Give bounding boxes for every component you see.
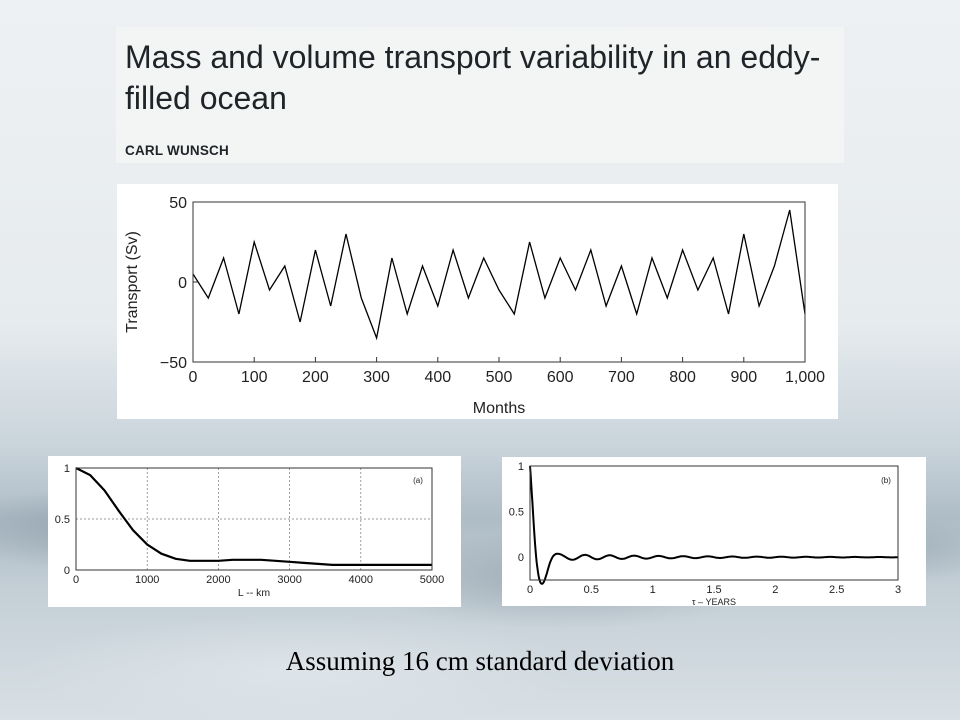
paper-title: Mass and volume transport variability in… xyxy=(125,39,821,116)
correlation-time-chart: 0 0.5 1 1.5 2 2.5 3 1 0.5 0 τ – YEARS (b) xyxy=(509,461,901,607)
y-tick-label: 50 xyxy=(169,195,187,212)
plot-frame xyxy=(75,467,433,571)
x-tick-label: 0 xyxy=(73,574,79,586)
x-tick-label: 2.5 xyxy=(829,584,844,596)
x-tick-label: 0 xyxy=(189,369,198,386)
x-tick-label: 3 xyxy=(895,584,901,596)
x-tick-label: 1000 xyxy=(135,574,159,586)
y-tick-label: 0 xyxy=(518,552,524,564)
x-axis-label: Months xyxy=(473,400,525,417)
x-tick-label: 1,000 xyxy=(785,369,825,386)
paper-author: CARL WUNSCH xyxy=(125,143,229,158)
x-tick-label: 300 xyxy=(363,369,390,386)
y-tick-label: 0 xyxy=(178,275,187,292)
y-axis-label: Transport (Sv) xyxy=(124,231,141,333)
x-axis-label: τ – YEARS xyxy=(692,597,736,606)
transport-series-line xyxy=(192,209,806,341)
correlation-length-chart: 0 1000 2000 3000 4000 5000 1 0.5 0 L -- km (a) xyxy=(55,463,445,599)
y-tick-label: 1 xyxy=(64,463,70,475)
y-tick-label: 0.5 xyxy=(55,514,70,526)
plot-frame xyxy=(192,201,806,363)
correlation-curve xyxy=(529,465,898,585)
x-axis-label: L -- km xyxy=(238,587,271,599)
paper-title-panel: Mass and volume transport variability in… xyxy=(116,27,844,163)
x-tick-label: 2000 xyxy=(206,574,230,586)
x-tick-label: 600 xyxy=(547,369,574,386)
plot-frame xyxy=(529,465,899,581)
x-tick-label: 700 xyxy=(608,369,635,386)
y-tick-label: −50 xyxy=(160,355,187,372)
x-tick-label: 200 xyxy=(302,369,329,386)
correlation-time-chart-panel: 0 0.5 1 1.5 2 2.5 3 1 0.5 0 τ – YEARS (b) xyxy=(502,457,926,607)
y-tick-label: 1 xyxy=(518,461,524,473)
x-tick-label: 500 xyxy=(486,369,513,386)
x-tick-label: 5000 xyxy=(420,574,444,586)
y-tick-label: 0 xyxy=(64,565,70,577)
panel-label: (a) xyxy=(413,476,423,485)
x-tick-label: 4000 xyxy=(349,574,373,586)
transport-chart: 0 100 200 300 400 500 600 700 800 900 1,000500−50M… xyxy=(124,195,825,417)
x-tick-label: 3000 xyxy=(277,574,301,586)
x-tick-label: 100 xyxy=(241,369,268,386)
x-tick-label: 1 xyxy=(650,584,656,596)
y-tick-label: 0.5 xyxy=(509,507,524,519)
panel-label: (b) xyxy=(881,476,891,485)
x-tick-label: 0 xyxy=(527,584,533,596)
correlation-curve xyxy=(75,467,432,567)
slide-caption: Assuming 16 cm standard deviation xyxy=(285,646,675,676)
x-tick-label: 1.5 xyxy=(706,584,721,596)
correlation-length-chart-panel: 0 1000 2000 3000 4000 5000 1 0.5 0 L -- km (a) xyxy=(48,456,461,607)
x-tick-label: 2 xyxy=(772,584,778,596)
x-tick-label: 0.5 xyxy=(584,584,599,596)
transport-chart-panel: 0 100 200 300 400 500 600 700 800 900 1,000 50 0 −50 M… xyxy=(117,184,838,419)
x-tick-label: 900 xyxy=(730,369,757,386)
x-tick-label: 400 xyxy=(424,369,451,386)
x-tick-label: 800 xyxy=(669,369,696,386)
